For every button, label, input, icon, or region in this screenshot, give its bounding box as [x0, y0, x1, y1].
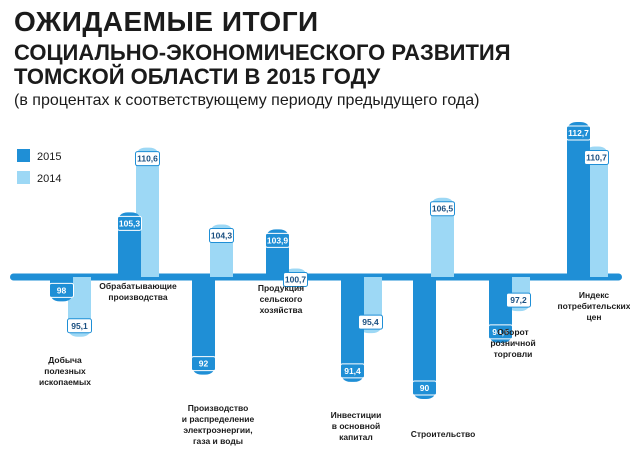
value-label-2014-0-box — [67, 318, 92, 334]
value-label-2014-2-box — [209, 228, 234, 244]
value-label-2015-2: 92 — [199, 359, 209, 369]
value-label-2014-3: 100,7 — [285, 274, 307, 284]
bar-2015-2 — [192, 277, 215, 375]
bar-2015-7 — [567, 122, 590, 277]
bar-2015-5 — [413, 277, 436, 399]
category-label-7: Индекс потребительских цен — [557, 290, 630, 322]
bar-2015-4 — [341, 277, 364, 382]
value-label-2014-4-box — [358, 314, 383, 330]
category-label-3: Продукция сельского хозяйства — [258, 283, 304, 315]
value-label-2015-7: 112,7 — [568, 128, 589, 138]
title-line-1: ОЖИДАЕМЫЕ ИТОГИ — [14, 6, 319, 37]
value-label-2015-1: 105,3 — [119, 218, 141, 228]
value-label-2015-4: 91,4 — [344, 366, 361, 376]
value-label-2015-3: 103,9 — [267, 235, 289, 245]
value-label-2014-3-box — [283, 271, 308, 287]
bar-2014-7 — [585, 146, 608, 277]
value-label-2015-6: 94,6 — [492, 327, 509, 337]
value-label-2014-2: 104,3 — [211, 231, 233, 241]
value-label-2015-4-box — [340, 363, 365, 379]
value-label-2015-2-box — [191, 356, 216, 372]
value-label-2015-7-box — [566, 125, 591, 141]
category-label-4: Инвестиции в основной капитал — [331, 410, 382, 442]
value-label-2014-5: 106,5 — [432, 204, 454, 214]
category-label-6: Оборот розничной торговли — [490, 327, 535, 359]
value-label-2014-7: 110,7 — [586, 152, 607, 162]
baseline-axis — [10, 273, 622, 281]
legend-swatch-2015 — [17, 149, 30, 162]
value-label-2015-6-box — [488, 324, 513, 340]
value-label-2015-5: 90 — [420, 383, 430, 393]
value-label-2015-5-box — [412, 380, 437, 396]
bar-2014-1 — [136, 147, 159, 277]
legend-label-2014: 2014 — [37, 173, 61, 185]
value-label-2014-0: 95,1 — [71, 321, 88, 331]
title-line-2: СОЦИАЛЬНО-ЭКОНОМИЧЕСКОГО РАЗВИТИЯ — [14, 40, 511, 65]
value-label-2015-0: 98 — [57, 285, 67, 295]
value-label-2014-1-box — [135, 151, 160, 167]
legend-swatch-2014 — [17, 171, 30, 184]
category-label-2: Производство и распределение электроэнерги… — [182, 403, 255, 446]
value-label-2014-4: 95,4 — [362, 317, 379, 327]
bar-2014-5 — [431, 197, 454, 277]
value-label-2014-6-box — [506, 292, 531, 308]
value-label-2015-0-box — [49, 282, 74, 298]
value-label-2014-1: 110,6 — [137, 154, 158, 164]
value-label-2014-7-box — [584, 149, 609, 165]
value-label-2014-6: 97,2 — [510, 295, 527, 305]
category-label-5: Строительство — [411, 429, 476, 439]
value-label-2015-3-box — [265, 232, 290, 248]
title-line-3: ТОМСКОЙ ОБЛАСТИ В 2015 ГОДУ — [14, 64, 381, 89]
subtitle: (в процентах к соответствующему периоду … — [14, 92, 480, 109]
category-label-1: Обрабатывающие производства — [99, 281, 177, 302]
legend-label-2015: 2015 — [37, 151, 61, 163]
value-label-2014-5-box — [430, 201, 455, 217]
value-label-2015-1-box — [117, 215, 142, 231]
category-label-0: Добыча полезных ископаемых — [39, 355, 91, 387]
